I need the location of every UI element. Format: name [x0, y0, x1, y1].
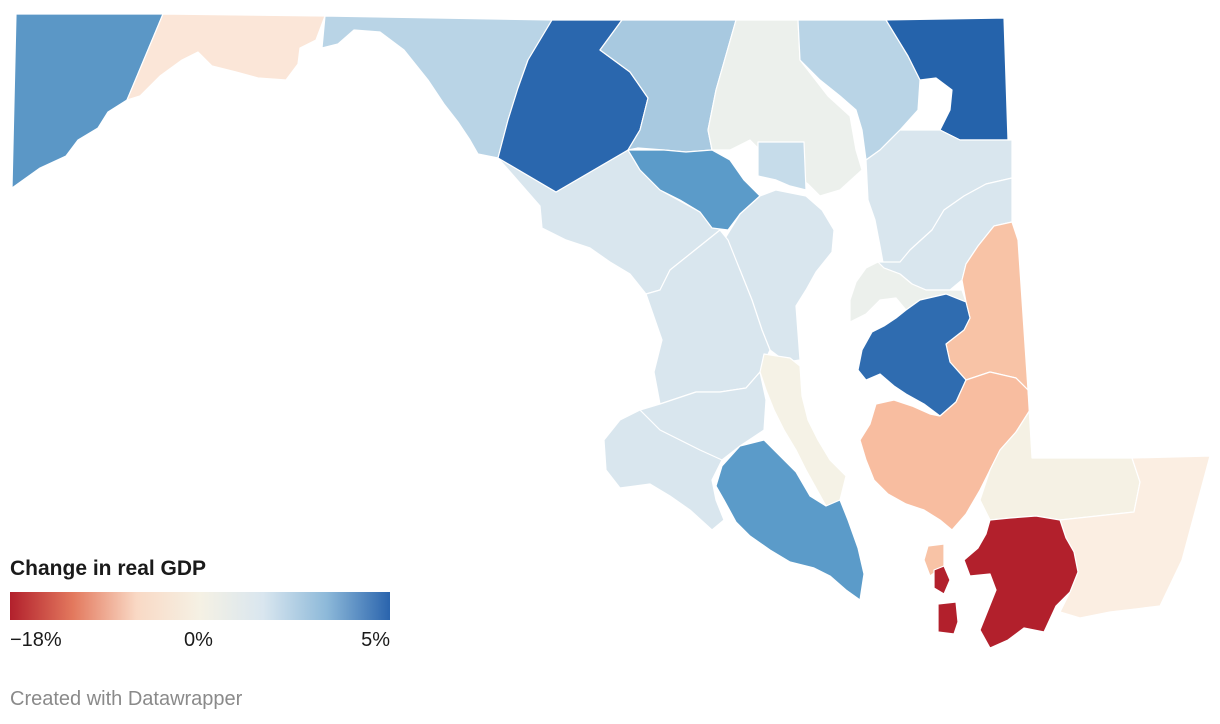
county-cecil[interactable] [885, 17, 1009, 141]
legend-title: Change in real GDP [10, 557, 207, 580]
county-somerset[interactable] [963, 515, 1079, 649]
legend: Change in real GDP −18% 0% 5% [10, 556, 390, 653]
county-allegany[interactable] [126, 13, 326, 101]
county-st-marys[interactable] [715, 439, 865, 601]
credit-text: Created with Datawrapper [10, 688, 243, 710]
legend-color-scale [10, 592, 390, 620]
legend-max-label: 5% [361, 629, 390, 651]
legend-mid-label: 0% [184, 629, 213, 651]
county-queen-annes[interactable] [849, 261, 967, 323]
legend-labels: −18% 0% 5% [10, 627, 390, 653]
county-baltimore-city[interactable] [757, 141, 807, 191]
county-smith-island-1[interactable] [933, 565, 951, 595]
legend-min-label: −18% [10, 629, 62, 651]
county-talbot[interactable] [857, 293, 971, 417]
county-charles[interactable] [603, 409, 725, 531]
county-smith-island-2[interactable] [937, 601, 959, 635]
county-worcester[interactable] [1059, 455, 1211, 619]
county-garrett[interactable] [11, 13, 164, 189]
county-montgomery[interactable] [645, 229, 771, 405]
